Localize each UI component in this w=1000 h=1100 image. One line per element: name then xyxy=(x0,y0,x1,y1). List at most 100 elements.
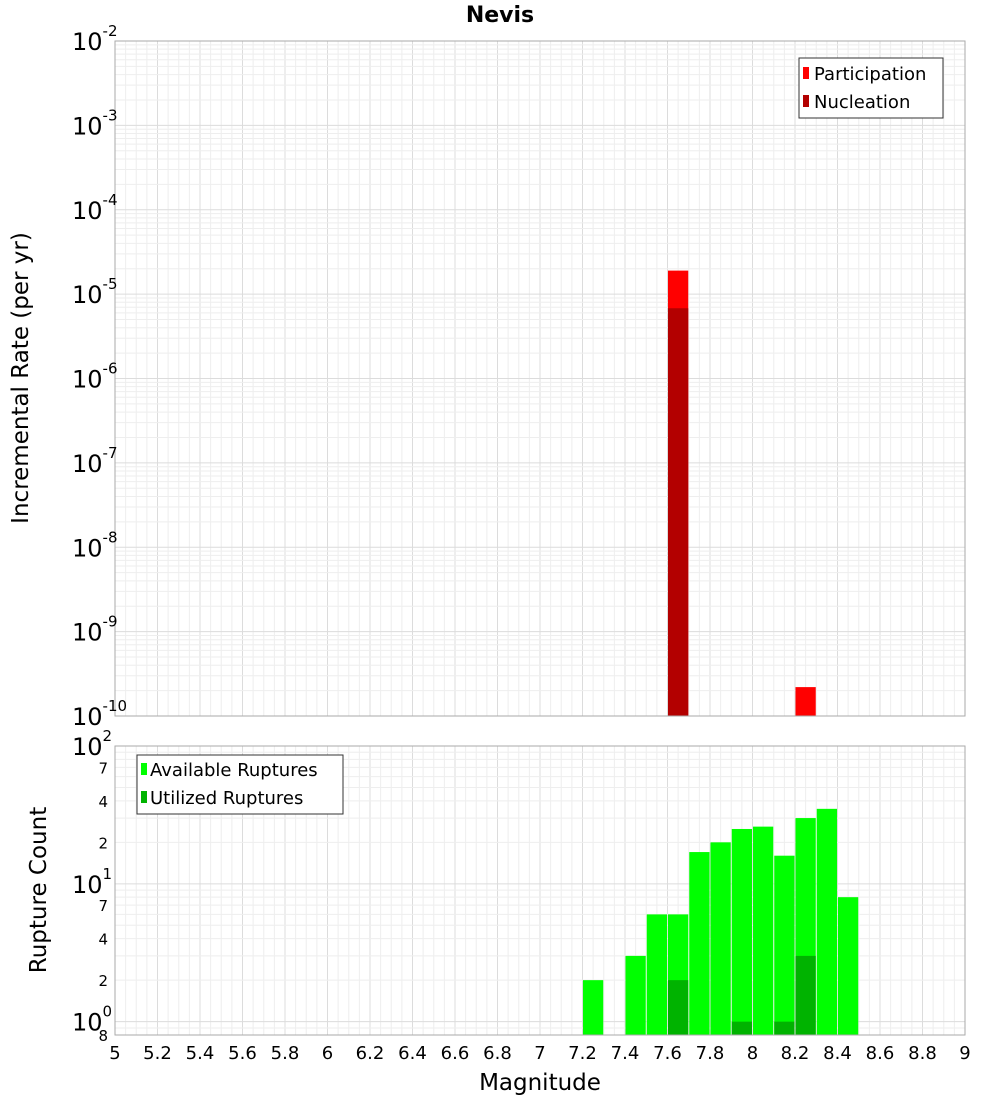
count-y-minor-tick-label: 7 xyxy=(98,759,108,777)
rate-bar-series-0 xyxy=(795,687,816,716)
x-tick-label: 9 xyxy=(959,1043,970,1064)
count-y-tick-base: 10 xyxy=(72,733,103,761)
x-tick-label: 8.6 xyxy=(866,1043,895,1064)
rate-y-tick-exponent: -3 xyxy=(103,106,118,124)
rate-y-tick-exponent: -4 xyxy=(103,191,118,209)
x-tick-label: 6.8 xyxy=(483,1043,512,1064)
rate-y-tick-exponent: -8 xyxy=(103,528,118,546)
rate-y-tick-base: 10 xyxy=(72,619,103,647)
legend-swatch-participation xyxy=(803,67,809,79)
rate-y-tick-exponent: -9 xyxy=(103,613,118,631)
count-y-axis-label: Rupture Count xyxy=(26,807,52,973)
count-y-minor-tick-label: 4 xyxy=(98,931,108,949)
count-legend: Available Ruptures Utilized Ruptures xyxy=(136,754,344,815)
rate-y-tick-label: 10-5 xyxy=(72,275,118,309)
rate-y-tick-base: 10 xyxy=(72,197,103,225)
count-bar-series-0 xyxy=(689,852,710,1035)
rate-y-tick-base: 10 xyxy=(72,112,103,140)
count-y-tick-exponent: 0 xyxy=(103,1003,113,1021)
count-y-tick-exponent: 1 xyxy=(103,865,113,883)
rate-y-tick-label: 10-10 xyxy=(72,697,127,731)
count-bar-series-1 xyxy=(668,980,689,1035)
count-bar-series-0 xyxy=(731,828,752,1035)
legend-label-nucleation: Nucleation xyxy=(814,92,910,113)
rate-bars xyxy=(668,270,816,716)
x-tick-label: 5 xyxy=(109,1043,120,1064)
count-bar-series-0 xyxy=(838,897,859,1035)
x-tick-label: 5.8 xyxy=(271,1043,300,1064)
count-y-minor-tick-label: 8 xyxy=(98,1027,108,1045)
count-y-minor-tick-label: 4 xyxy=(98,793,108,811)
legend-swatch-utilized xyxy=(141,791,147,803)
legend-swatch-available xyxy=(141,763,147,775)
count-bar-series-0 xyxy=(646,914,667,1035)
x-tick-label: 7 xyxy=(534,1043,545,1064)
count-bar-series-0 xyxy=(753,826,774,1035)
count-bar-series-0 xyxy=(774,855,795,1035)
count-bar-series-0 xyxy=(816,808,837,1035)
rate-y-tick-label: 10-3 xyxy=(72,106,118,140)
count-bar-series-1 xyxy=(774,1021,795,1035)
count-legend-box xyxy=(136,754,344,815)
legend-label-participation: Participation xyxy=(814,64,926,85)
count-plot-frame xyxy=(114,745,966,1036)
rate-y-tick-base: 10 xyxy=(72,281,103,309)
rate-legend: Participation Nucleation xyxy=(798,57,944,119)
rate-y-tick-base: 10 xyxy=(72,28,103,56)
rate-y-tick-label: 10-6 xyxy=(72,360,118,394)
x-tick-label: 6.4 xyxy=(398,1043,427,1064)
rate-grid xyxy=(115,41,965,716)
rate-y-tick-label: 10-7 xyxy=(72,444,118,478)
rate-y-tick-exponent: -2 xyxy=(103,22,118,40)
x-tick-label: 7.2 xyxy=(568,1043,597,1064)
rate-y-tick-label: 10-4 xyxy=(72,191,118,225)
count-y-minor-tick-label: 2 xyxy=(98,834,108,852)
count-y-tick-label: 101 xyxy=(72,865,112,899)
x-tick-label: 7.6 xyxy=(653,1043,682,1064)
rate-y-tick-base: 10 xyxy=(72,450,103,478)
rate-y-tick-exponent: -5 xyxy=(103,275,118,293)
x-tick-label: 6 xyxy=(322,1043,333,1064)
rate-y-tick-exponent: -7 xyxy=(103,444,118,462)
rate-y-tick-label: 10-2 xyxy=(72,22,118,56)
legend-label-utilized: Utilized Ruptures xyxy=(150,788,303,809)
rate-y-tick-base: 10 xyxy=(72,366,103,394)
x-tick-label: 6.6 xyxy=(441,1043,470,1064)
rate-y-tick-label: 10-9 xyxy=(72,613,118,647)
chart-title: Nevis xyxy=(466,3,534,28)
x-tick-label: 8.2 xyxy=(781,1043,810,1064)
x-axis-label: Magnitude xyxy=(479,1070,601,1096)
x-tick-label: 8.8 xyxy=(908,1043,937,1064)
rate-plot-frame xyxy=(114,40,966,717)
count-y-tick-base: 10 xyxy=(72,871,103,899)
count-bar-series-0 xyxy=(625,955,646,1035)
x-tick-label: 5.4 xyxy=(186,1043,215,1064)
count-bar-series-1 xyxy=(731,1021,752,1035)
count-y-minor-tick-label: 7 xyxy=(98,897,108,915)
x-axis-ticks: 5 5.2 5.4 5.6 5.8 6 6.2 6.4 6.6 6.8 7 7.2 7.4 7.6 7.8 8… xyxy=(109,1043,970,1064)
x-tick-label: 7.4 xyxy=(611,1043,640,1064)
rate-y-tick-base: 10 xyxy=(72,703,103,731)
count-bars xyxy=(583,808,859,1035)
rate-y-tick-base: 10 xyxy=(72,534,103,562)
x-tick-label: 5.2 xyxy=(143,1043,172,1064)
rate-y-axis-label: Incremental Rate (per yr) xyxy=(8,232,34,524)
rate-legend-box xyxy=(798,57,944,119)
rate-bar-series-1 xyxy=(668,308,689,716)
x-tick-label: 6.2 xyxy=(356,1043,385,1064)
count-bar-series-1 xyxy=(795,955,816,1035)
legend-swatch-nucleation xyxy=(803,95,809,107)
rate-y-tick-exponent: -6 xyxy=(103,360,118,378)
count-bar-series-0 xyxy=(710,842,731,1035)
x-tick-label: 7.8 xyxy=(696,1043,725,1064)
count-y-tick-label: 100 xyxy=(72,1003,112,1037)
x-tick-label: 8.4 xyxy=(823,1043,852,1064)
rate-y-tick-label: 10-8 xyxy=(72,528,118,562)
count-y-minor-tick-label: 2 xyxy=(98,972,108,990)
rate-y-tick-exponent: -10 xyxy=(103,697,128,715)
